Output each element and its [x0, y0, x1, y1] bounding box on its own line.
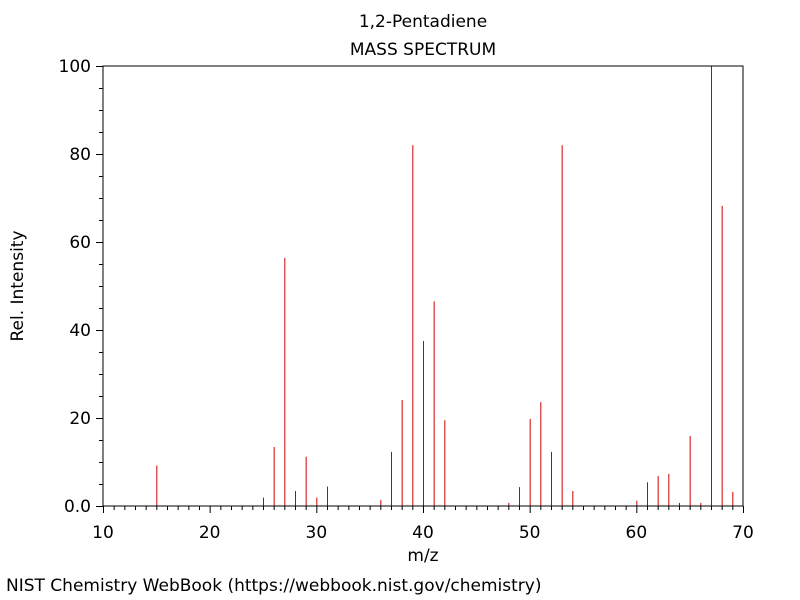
x-axis-label: m/z	[407, 546, 438, 566]
x-tick-label: 10	[92, 523, 114, 543]
y-axis-label: Rel. Intensity	[8, 230, 28, 341]
y-tick-label: 80	[69, 145, 91, 165]
x-axis-ticks: 10 20 30 40 50 60 70	[92, 506, 754, 543]
x-tick-label: 20	[199, 523, 221, 543]
chart-title: 1,2-Pentadiene	[359, 12, 487, 32]
peaks-group	[156, 66, 734, 506]
x-tick-label: 40	[412, 523, 434, 543]
x-tick-label: 50	[519, 523, 541, 543]
x-tick-label: 30	[306, 523, 328, 543]
y-axis-ticks: 0.0 20 40 60 80 100	[59, 57, 103, 517]
y-tick-label: 0.0	[64, 497, 91, 517]
y-tick-label: 100	[59, 57, 91, 77]
footer-credit: NIST Chemistry WebBook (https://webbook.…	[6, 576, 542, 596]
y-tick-label: 20	[69, 409, 91, 429]
y-tick-label: 40	[69, 321, 91, 341]
x-tick-label: 60	[626, 523, 648, 543]
x-tick-label: 70	[732, 523, 754, 543]
chart-subtitle: MASS SPECTRUM	[350, 40, 496, 60]
y-tick-label: 60	[69, 233, 91, 253]
